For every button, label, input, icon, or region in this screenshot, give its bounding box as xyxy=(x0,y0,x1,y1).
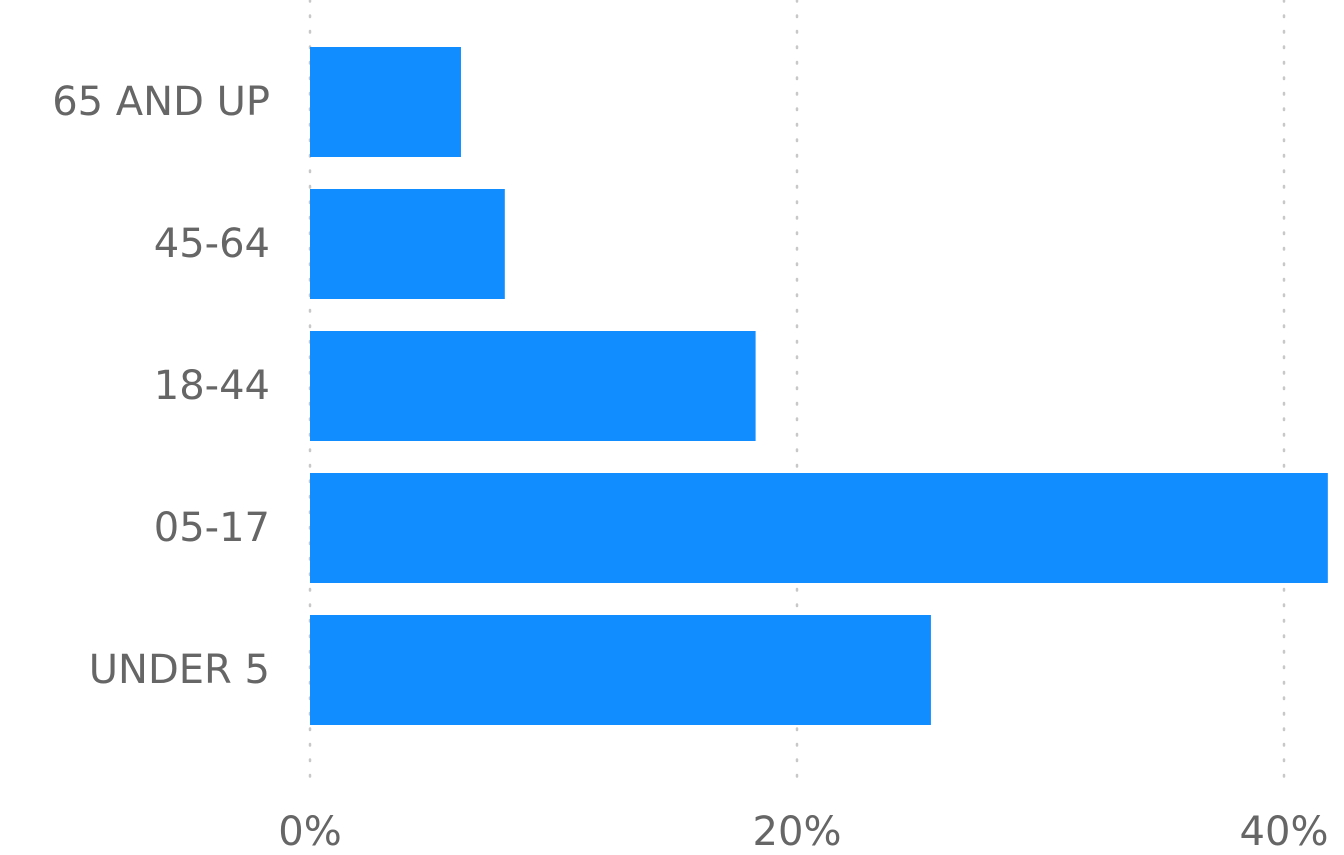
bar-45-64[interactable] xyxy=(310,189,505,299)
category-label: UNDER 5 xyxy=(89,647,270,693)
category-label: 05-17 xyxy=(154,505,270,551)
bar-under-5[interactable] xyxy=(310,615,931,725)
x-tick-labels: 0% 20% 40% xyxy=(278,809,1328,855)
category-label: 18-44 xyxy=(154,363,270,409)
category-labels: UNDER 5 05-17 18-44 45-64 65 AND UP xyxy=(52,79,270,693)
category-label: 45-64 xyxy=(154,221,270,267)
bar-18-44[interactable] xyxy=(310,331,756,441)
bars xyxy=(310,47,1328,725)
bar-65-and-up[interactable] xyxy=(310,47,461,157)
x-tick-label: 0% xyxy=(278,809,341,855)
x-tick-label: 40% xyxy=(1240,809,1329,855)
bar-05-17[interactable] xyxy=(310,473,1328,583)
x-tick-label: 20% xyxy=(753,809,842,855)
category-label: 65 AND UP xyxy=(52,79,270,125)
